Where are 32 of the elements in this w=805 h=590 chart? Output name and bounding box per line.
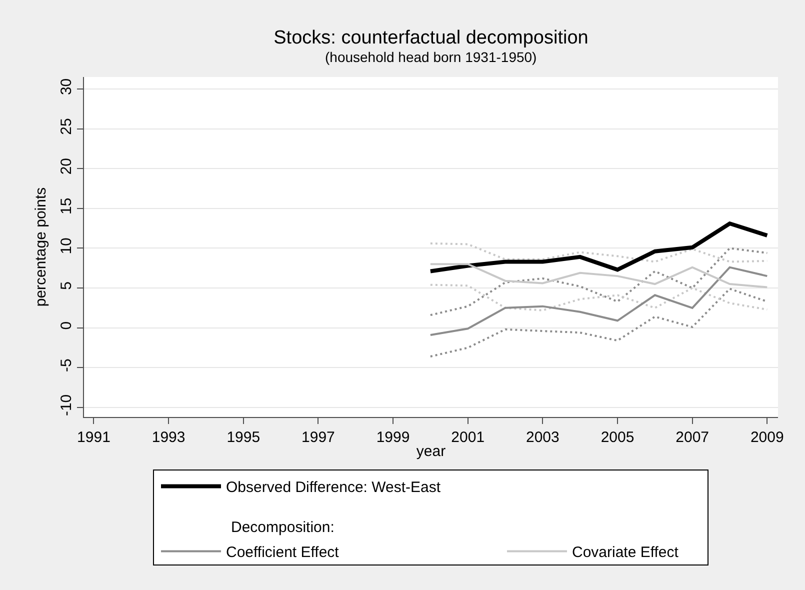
legend-label: Covariate Effect <box>572 544 680 562</box>
line-series <box>429 247 768 316</box>
y-tick-label: 20 <box>58 158 75 175</box>
x-tick-label: 2007 <box>676 429 710 446</box>
line-series <box>429 263 768 288</box>
y-tick-label: 25 <box>58 118 75 135</box>
line-series <box>429 266 768 336</box>
y-axis-title: percentage points <box>32 187 50 307</box>
x-tick-label: 1995 <box>226 429 260 446</box>
x-tick-label: 2009 <box>750 429 784 446</box>
y-tick-label: 30 <box>58 78 75 96</box>
y-tick-label: 5 <box>58 282 75 290</box>
x-tick-label: 2003 <box>526 429 560 446</box>
y-tick-label: 10 <box>58 238 75 254</box>
legend-label: Observed Difference: West-East <box>226 479 442 496</box>
y-tick-label: 0 <box>58 321 75 330</box>
legend-title: Decomposition: <box>231 519 334 536</box>
x-tick-label: 1993 <box>152 429 186 446</box>
line-series <box>428 222 770 274</box>
x-tick-label: 2005 <box>600 429 634 446</box>
chart-title: Stocks: counterfactual decomposition <box>274 27 588 48</box>
y-tick-label: -10 <box>58 394 75 416</box>
y-tick-label: -5 <box>58 358 75 372</box>
legend-label: Coefficient Effect <box>226 544 340 562</box>
chart-subtitle: (household head born 1931-1950) <box>325 49 537 65</box>
x-tick-label: 1999 <box>376 429 410 446</box>
x-tick-label: 2001 <box>451 429 485 446</box>
line-series <box>429 284 768 312</box>
x-axis-title: year <box>416 443 446 460</box>
x-tick-label: 1991 <box>77 429 110 446</box>
x-tick-label: 1997 <box>302 429 335 446</box>
y-tick-label: 15 <box>58 198 75 214</box>
